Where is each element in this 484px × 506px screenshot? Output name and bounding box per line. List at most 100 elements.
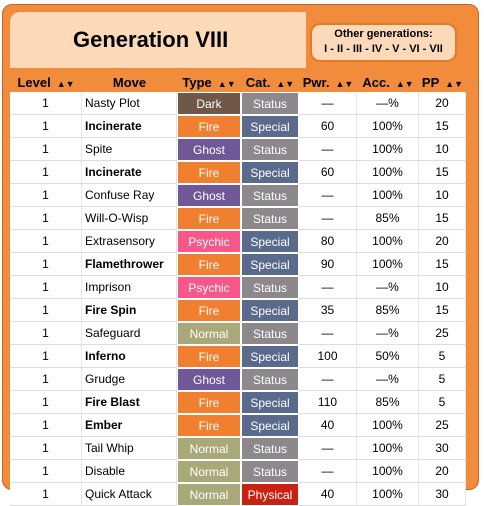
- category-badge: Status: [241, 460, 299, 483]
- level-cell: 1: [10, 437, 82, 460]
- level-cell: 1: [10, 184, 82, 207]
- moves-table: Level ▲▼ Move Type ▲▼ Cat. ▲▼ Pwr. ▲▼ Acc. ▲▼…: [10, 72, 466, 506]
- type-badge[interactable]: Normal: [177, 460, 241, 483]
- other-generations-box: Other generations: I - II - III - IV - V…: [310, 23, 457, 62]
- generation-links: I - II - III - IV - V - VI - VII: [324, 43, 443, 55]
- level-cell: 1: [10, 345, 82, 368]
- type-badge[interactable]: Normal: [177, 322, 241, 345]
- table-row: 1 Disable Normal Status —100% 20: [10, 460, 466, 483]
- col-header-pp[interactable]: PP ▲▼: [419, 72, 466, 92]
- type-badge[interactable]: Fire: [177, 299, 241, 322]
- table-row: 1 Will-O-Wisp Fire Status —85% 15: [10, 207, 466, 230]
- accuracy-cell: —%: [357, 276, 419, 299]
- sort-icon: ▲▼: [276, 78, 295, 89]
- pp-cell: 15: [419, 115, 466, 138]
- move-link[interactable]: Nasty Plot: [82, 92, 177, 115]
- move-link[interactable]: Spite: [82, 138, 177, 161]
- level-cell: 1: [10, 414, 82, 437]
- power-cell: 40: [299, 483, 357, 506]
- pp-cell: 15: [419, 253, 466, 276]
- type-badge[interactable]: Fire: [177, 345, 241, 368]
- col-header-pwr[interactable]: Pwr. ▲▼: [299, 72, 357, 92]
- accuracy-cell: 50%: [357, 345, 419, 368]
- power-cell: 60: [299, 115, 357, 138]
- gen-link-ii[interactable]: II: [337, 43, 344, 55]
- type-badge[interactable]: Ghost: [177, 368, 241, 391]
- type-badge[interactable]: Dark: [177, 92, 241, 115]
- category-badge: Special: [241, 345, 299, 368]
- type-badge[interactable]: Fire: [177, 115, 241, 138]
- move-link[interactable]: Fire Blast: [82, 391, 177, 414]
- move-link[interactable]: Confuse Ray: [82, 184, 177, 207]
- accuracy-cell: —%: [357, 92, 419, 115]
- move-link[interactable]: Fire Spin: [82, 299, 177, 322]
- level-cell: 1: [10, 253, 82, 276]
- move-link[interactable]: Disable: [82, 460, 177, 483]
- power-cell: 35: [299, 299, 357, 322]
- move-link[interactable]: Incinerate: [82, 115, 177, 138]
- power-cell: —: [299, 184, 357, 207]
- move-link[interactable]: Imprison: [82, 276, 177, 299]
- type-badge[interactable]: Ghost: [177, 138, 241, 161]
- type-badge[interactable]: Psychic: [177, 276, 241, 299]
- power-cell: —: [299, 92, 357, 115]
- move-link[interactable]: Quick Attack: [82, 483, 177, 506]
- level-cell: 1: [10, 483, 82, 506]
- gen-link-vi[interactable]: VI: [409, 43, 420, 55]
- col-header-cat[interactable]: Cat. ▲▼: [241, 72, 299, 92]
- accuracy-cell: 85%: [357, 207, 419, 230]
- level-cell: 1: [10, 299, 82, 322]
- level-cell: 1: [10, 276, 82, 299]
- pp-cell: 20: [419, 92, 466, 115]
- table-row: 1 Grudge Ghost Status — —% 5: [10, 368, 466, 391]
- move-link[interactable]: Incinerate: [82, 161, 177, 184]
- type-badge[interactable]: Fire: [177, 253, 241, 276]
- type-badge[interactable]: Normal: [177, 437, 241, 460]
- category-badge: Special: [241, 414, 299, 437]
- gen-link-v[interactable]: V: [392, 43, 400, 55]
- gen-link-iii[interactable]: III: [352, 43, 363, 55]
- level-cell: 1: [10, 92, 82, 115]
- power-cell: —: [299, 138, 357, 161]
- type-badge[interactable]: Fire: [177, 414, 241, 437]
- level-cell: 1: [10, 230, 82, 253]
- sort-icon: ▲▼: [56, 78, 75, 89]
- power-cell: 40: [299, 414, 357, 437]
- col-header-level[interactable]: Level ▲▼: [10, 72, 82, 92]
- accuracy-cell: 100%: [357, 483, 419, 506]
- type-badge[interactable]: Fire: [177, 161, 241, 184]
- move-link[interactable]: Will-O-Wisp: [82, 207, 177, 230]
- move-link[interactable]: Inferno: [82, 345, 177, 368]
- accuracy-cell: 100%: [357, 161, 419, 184]
- type-badge[interactable]: Ghost: [177, 184, 241, 207]
- power-cell: 110: [299, 391, 357, 414]
- gen-link-i[interactable]: I: [324, 43, 328, 55]
- move-link[interactable]: Flamethrower: [82, 253, 177, 276]
- category-badge: Status: [241, 207, 299, 230]
- type-badge[interactable]: Normal: [177, 483, 241, 506]
- category-badge: Special: [241, 253, 299, 276]
- category-badge: Status: [241, 437, 299, 460]
- col-header-acc[interactable]: Acc. ▲▼: [357, 72, 419, 92]
- accuracy-cell: —%: [357, 368, 419, 391]
- col-header-type[interactable]: Type ▲▼: [177, 72, 241, 92]
- power-cell: 100: [299, 345, 357, 368]
- move-link[interactable]: Safeguard: [82, 322, 177, 345]
- type-badge[interactable]: Fire: [177, 207, 241, 230]
- col-label: Type: [182, 74, 212, 90]
- type-badge[interactable]: Fire: [177, 391, 241, 414]
- move-link[interactable]: Grudge: [82, 368, 177, 391]
- move-link[interactable]: Extrasensory: [82, 230, 177, 253]
- move-link[interactable]: Ember: [82, 414, 177, 437]
- learnset-panel: Generation VIII Other generations: I - I…: [2, 4, 479, 506]
- category-badge: Status: [241, 368, 299, 391]
- gen-link-iv[interactable]: IV: [371, 43, 383, 55]
- type-badge[interactable]: Psychic: [177, 230, 241, 253]
- power-cell: —: [299, 437, 357, 460]
- gen-link-vii[interactable]: VII: [429, 43, 443, 55]
- sort-icon: ▲▼: [445, 78, 464, 89]
- power-cell: —: [299, 207, 357, 230]
- pp-cell: 15: [419, 299, 466, 322]
- category-badge: Special: [241, 230, 299, 253]
- move-link[interactable]: Tail Whip: [82, 437, 177, 460]
